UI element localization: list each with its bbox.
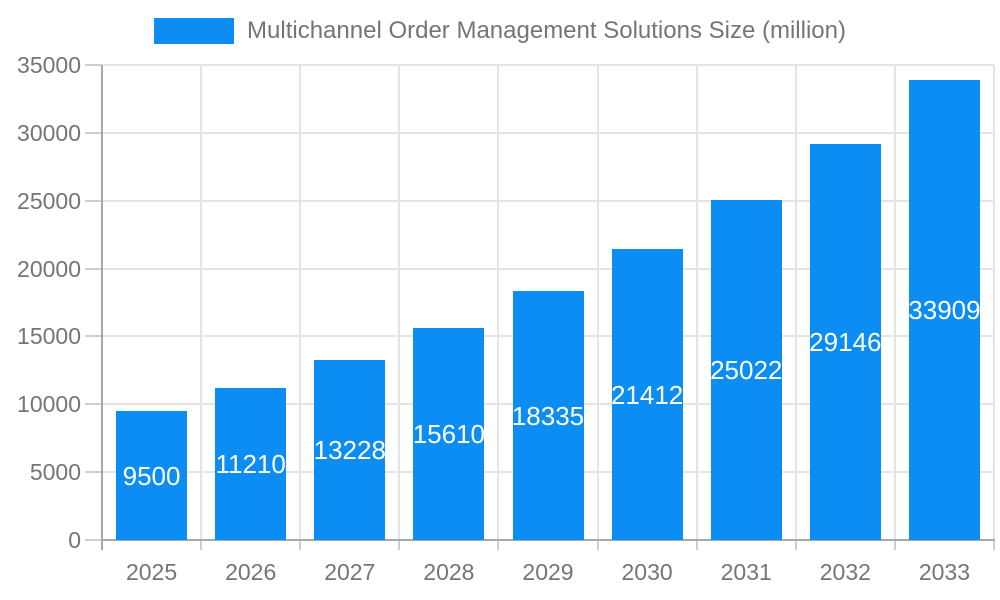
bar-2030: [611, 249, 683, 540]
x-axis-tick: [794, 540, 797, 550]
x-axis-label: 2028: [423, 559, 475, 585]
bar-value-label: 9500: [122, 460, 181, 491]
gridline-horizontal: [102, 131, 994, 134]
y-axis-label: 25000: [17, 187, 81, 214]
x-axis-label: 2033: [918, 559, 971, 585]
y-axis-tick: [85, 267, 102, 270]
x-axis-label: 2029: [522, 559, 574, 585]
gridline-vertical: [893, 65, 896, 540]
gridline-vertical: [596, 65, 599, 540]
gridline-vertical: [398, 65, 401, 540]
gridline-horizontal: [102, 199, 994, 202]
bar-value-label: 18335: [511, 400, 585, 431]
y-axis-tick: [85, 64, 102, 66]
y-axis-label: 0: [68, 527, 81, 553]
bar-2026: [215, 387, 287, 540]
x-axis-tick: [497, 540, 500, 550]
y-axis-tick: [85, 131, 102, 134]
gridline-vertical: [993, 65, 995, 540]
y-axis-tick: [85, 199, 102, 202]
bar-2032: [809, 144, 881, 540]
bar-value-label: 15610: [412, 419, 486, 450]
bar-2031: [710, 200, 782, 540]
x-axis-label: 2026: [225, 559, 277, 585]
x-axis-label: 2032: [819, 559, 871, 585]
x-axis-tick: [596, 540, 599, 550]
y-axis-label: 35000: [17, 52, 81, 78]
y-axis-tick: [85, 403, 102, 406]
legend-item: Multichannel Order Management Solutions …: [154, 17, 846, 45]
bar-value-label: 29146: [809, 327, 882, 358]
gridline-vertical: [299, 65, 302, 540]
x-axis-tick: [299, 540, 302, 550]
bar-value-label: 13228: [313, 435, 386, 466]
x-axis-tick: [893, 540, 896, 550]
y-axis-label: 15000: [17, 323, 81, 350]
bar-2029: [512, 291, 584, 540]
y-axis-label: 10000: [17, 391, 81, 418]
gridline-horizontal: [102, 267, 994, 270]
x-axis-label: 2025: [125, 559, 178, 585]
bar-value-label: 21412: [610, 379, 684, 410]
gridline-vertical: [695, 65, 698, 540]
bar-value-label: 25022: [710, 355, 783, 386]
bar-2033: [908, 79, 980, 540]
legend-swatch: [154, 18, 235, 44]
y-axis-tick: [85, 335, 102, 338]
bar-value-label: 33909: [908, 294, 981, 325]
x-axis-label: 2031: [720, 559, 772, 585]
bar-2025: [116, 411, 188, 540]
bar-2027: [314, 360, 386, 540]
y-axis-label: 30000: [17, 119, 81, 146]
x-axis-tick: [695, 540, 698, 550]
y-axis-line: [101, 65, 103, 550]
x-axis-tick: [398, 540, 401, 550]
y-axis-label: 20000: [17, 255, 81, 282]
y-axis-label: 5000: [29, 459, 81, 486]
legend-label: Multichannel Order Management Solutions …: [247, 17, 846, 44]
gridline-horizontal: [102, 64, 994, 66]
y-axis-tick: [85, 471, 102, 474]
gridline-vertical: [200, 65, 203, 540]
x-axis-label: 2027: [324, 559, 376, 585]
bar-value-label: 11210: [215, 448, 286, 479]
x-axis-line: [101, 539, 995, 541]
bar-2028: [413, 328, 485, 540]
x-axis-tick: [993, 540, 995, 550]
gridline-vertical: [794, 65, 797, 540]
y-axis-tick: [85, 539, 102, 541]
x-axis-label: 2030: [621, 559, 673, 585]
gridline-vertical: [497, 65, 500, 540]
x-axis-tick: [200, 540, 203, 550]
